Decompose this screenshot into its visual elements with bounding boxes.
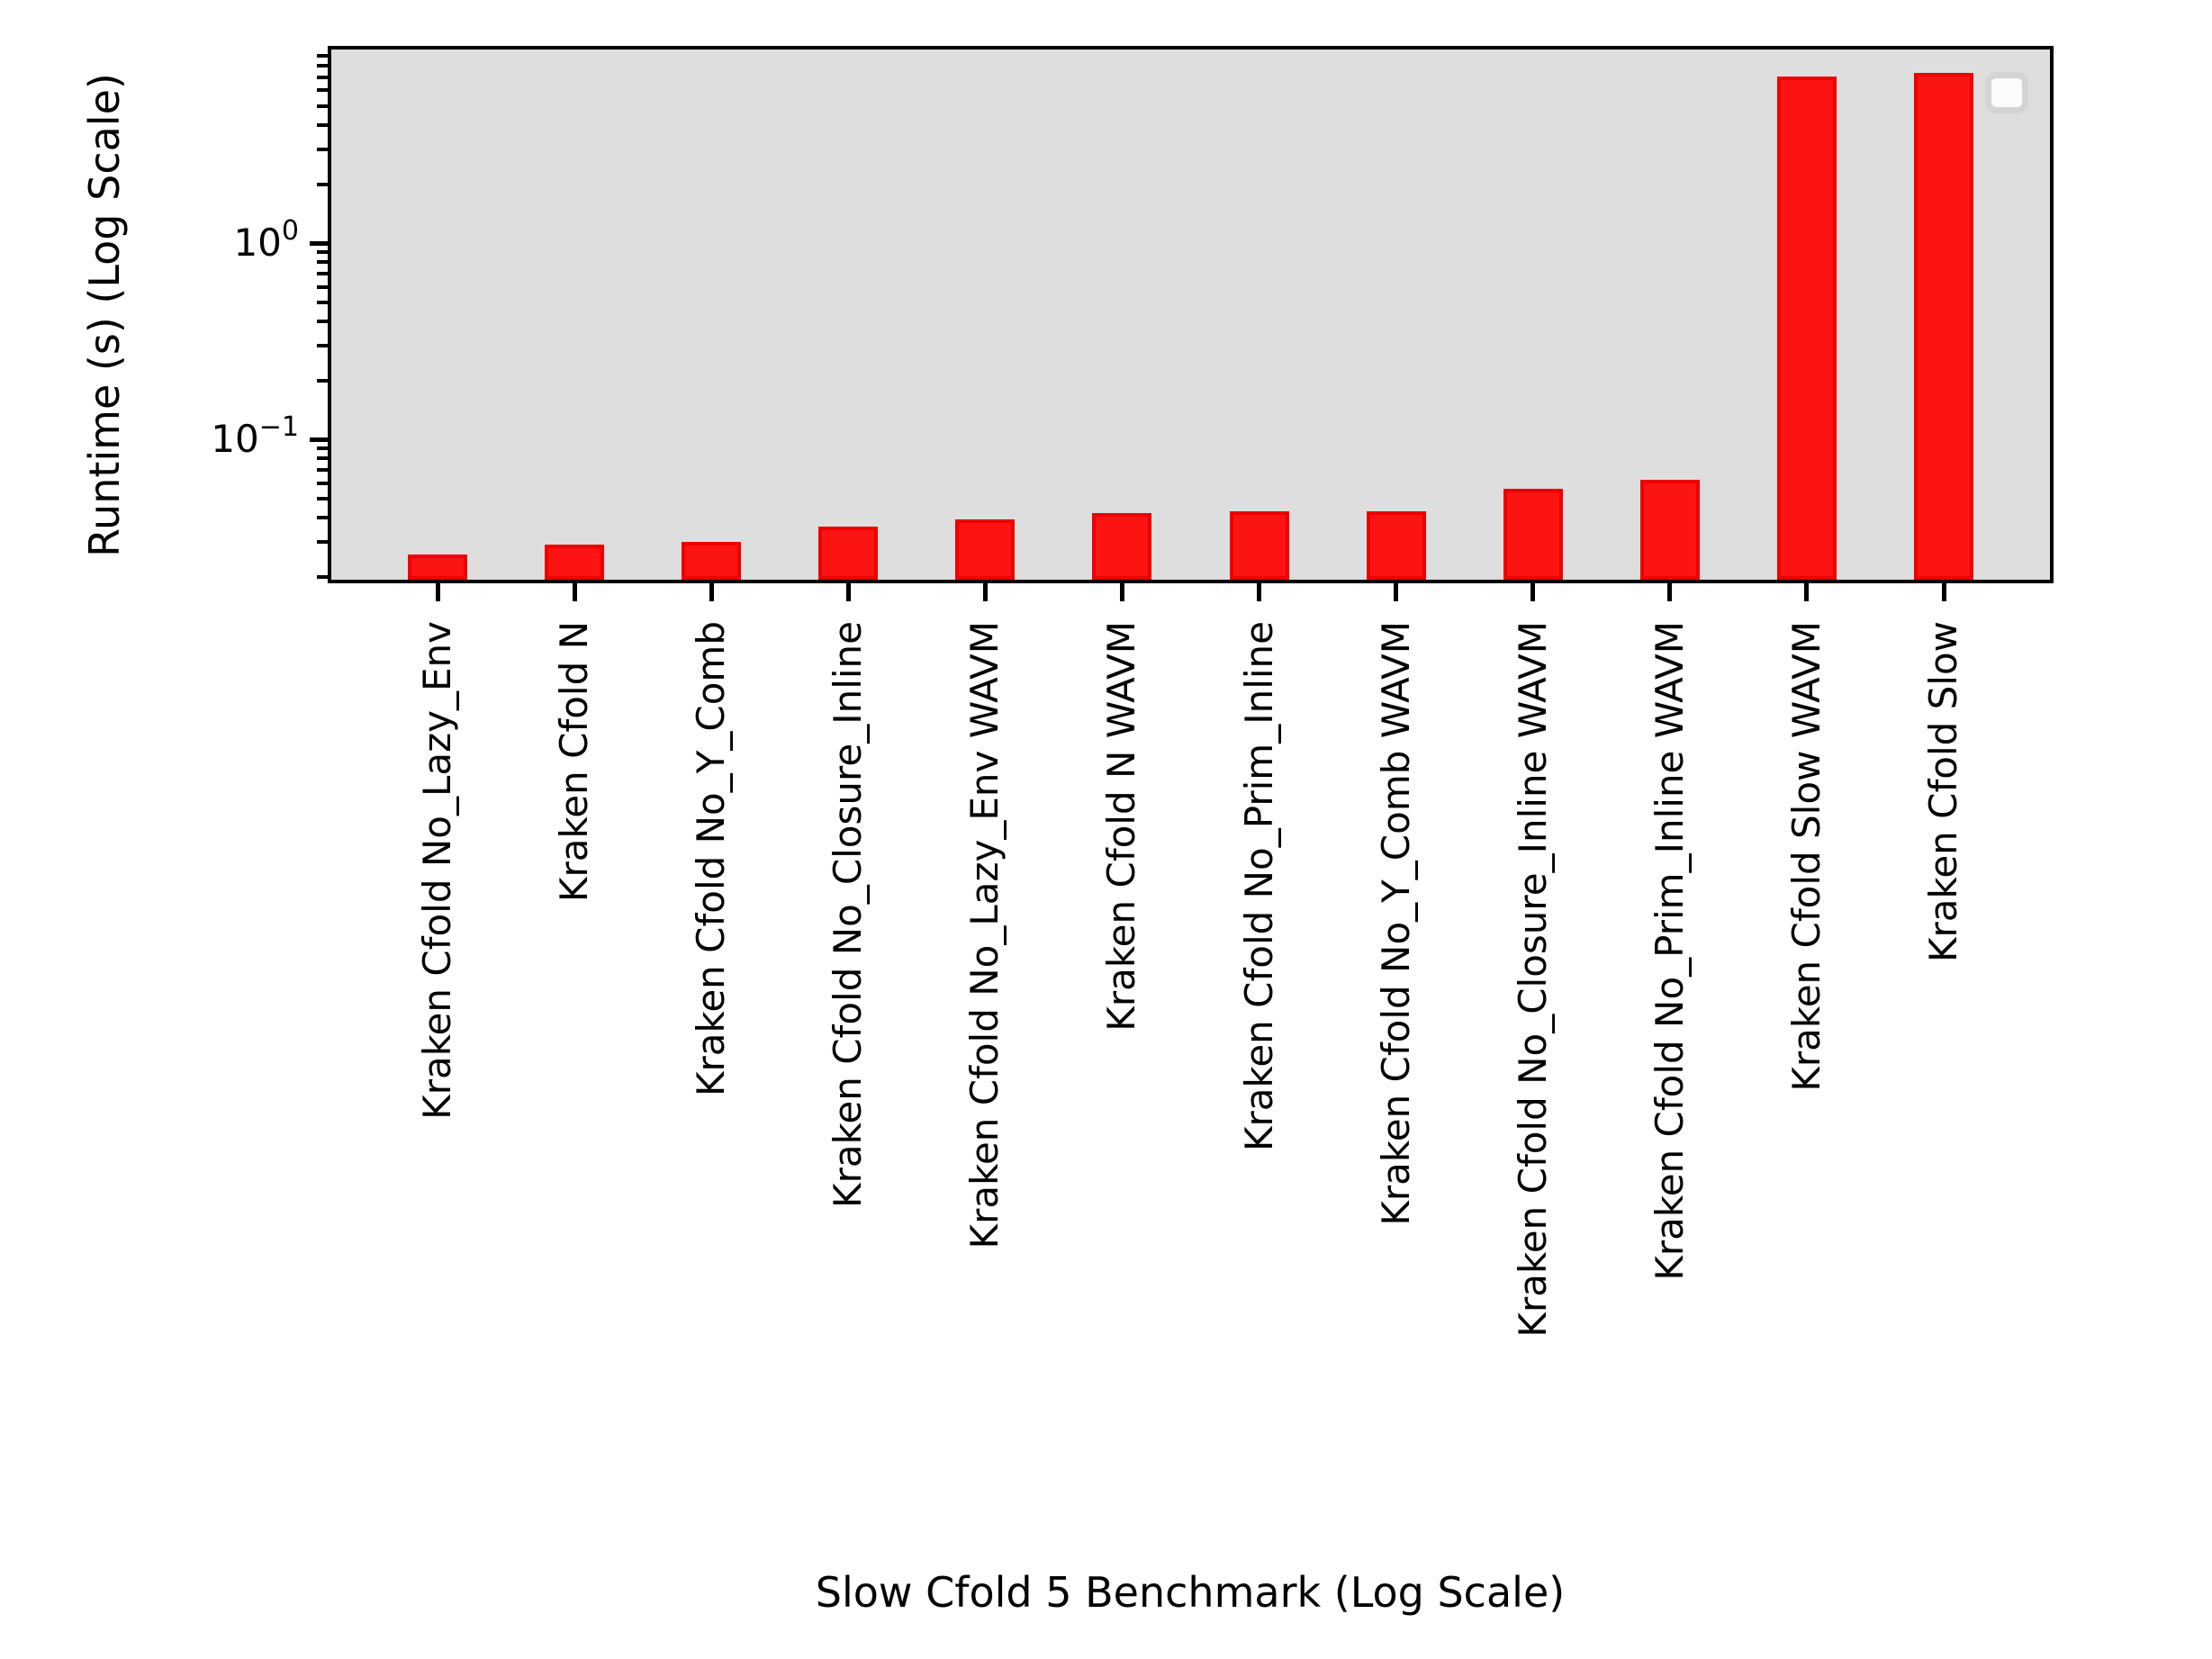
x-tick-label: Kraken Cfold No_Lazy_Env WAVM — [962, 621, 1007, 1249]
bar — [1229, 511, 1289, 580]
bar — [818, 526, 879, 580]
y-minor-tick-mark — [317, 271, 328, 275]
x-tick-mark — [1667, 583, 1673, 601]
y-minor-tick-mark — [317, 284, 328, 289]
y-minor-tick-mark — [317, 515, 328, 519]
y-minor-tick-mark — [317, 182, 328, 186]
x-tick-label: Kraken Cfold N — [552, 621, 597, 903]
bar — [1503, 489, 1563, 580]
x-tick-mark — [1804, 583, 1810, 601]
x-tick-mark — [435, 583, 440, 601]
x-tick-mark — [1530, 583, 1536, 601]
y-minor-tick-mark — [317, 481, 328, 485]
y-minor-tick-mark — [317, 300, 328, 304]
bar — [682, 542, 742, 580]
x-tick-mark — [1257, 583, 1262, 601]
y-minor-tick-mark — [317, 344, 328, 348]
y-tick-exponent: 0 — [281, 215, 299, 248]
y-major-tick-mark — [310, 240, 328, 246]
x-tick-label: Kraken Cfold No_Prim_Inline — [1236, 621, 1281, 1152]
bar — [408, 554, 467, 580]
x-tick-mark — [982, 583, 988, 601]
bar — [1639, 480, 1700, 580]
x-tick-label: Kraken Cfold No_Closure_Inline — [826, 621, 871, 1208]
bar — [955, 519, 1016, 580]
y-major-tick-mark — [310, 437, 328, 442]
y-minor-tick-mark — [317, 75, 328, 79]
y-minor-tick-mark — [317, 574, 328, 579]
y-minor-tick-mark — [317, 446, 328, 451]
bar — [1914, 72, 1973, 580]
x-tick-label: Kraken Cfold No_Y_Comb WAVM — [1373, 621, 1418, 1226]
x-tick-label: Kraken Cfold Slow WAVM — [1783, 621, 1828, 1092]
y-tick-label: 10−1 — [211, 411, 299, 462]
x-tick-mark — [1941, 583, 1946, 601]
y-minor-tick-mark — [317, 148, 328, 152]
x-tick-label: Kraken Cfold No_Prim_Inline WAVM — [1647, 621, 1692, 1281]
y-minor-tick-mark — [317, 467, 328, 472]
x-tick-mark — [845, 583, 851, 601]
y-minor-tick-mark — [317, 64, 328, 68]
x-tick-label: Kraken Cfold No_Closure_Inline WAVM — [1510, 621, 1555, 1338]
x-tick-label: Kraken Cfold N WAVM — [1099, 621, 1144, 1032]
y-minor-tick-mark — [317, 54, 328, 59]
bar — [1776, 76, 1837, 580]
x-axis-label: Slow Cfold 5 Benchmark (Log Scale) — [815, 1568, 1566, 1617]
y-minor-tick-mark — [317, 104, 328, 108]
y-axis-label: Runtime (s) (Log Scale) — [80, 73, 129, 557]
x-tick-label: Kraken Cfold Slow — [1921, 621, 1965, 963]
y-minor-tick-mark — [317, 456, 328, 461]
y-minor-tick-mark — [317, 319, 328, 323]
y-minor-tick-mark — [317, 540, 328, 545]
y-minor-tick-mark — [317, 88, 328, 93]
bar — [1092, 513, 1152, 580]
y-tick-label: 100 — [233, 215, 299, 266]
x-tick-mark — [709, 583, 714, 601]
bar — [1366, 511, 1426, 580]
y-tick-exponent: −1 — [258, 411, 299, 444]
legend-box — [1985, 72, 2028, 113]
bar — [545, 545, 605, 580]
y-minor-tick-mark — [317, 250, 328, 255]
x-tick-mark — [1394, 583, 1399, 601]
x-tick-mark — [572, 583, 577, 601]
y-minor-tick-mark — [317, 260, 328, 265]
y-minor-tick-mark — [317, 378, 328, 383]
y-minor-tick-mark — [317, 122, 328, 127]
x-tick-label: Kraken Cfold No_Y_Comb — [689, 621, 734, 1097]
x-tick-mark — [1119, 583, 1124, 601]
plot-area — [328, 46, 2054, 583]
y-minor-tick-mark — [317, 496, 328, 500]
x-tick-label: Kraken Cfold No_Lazy_Env — [415, 621, 459, 1120]
